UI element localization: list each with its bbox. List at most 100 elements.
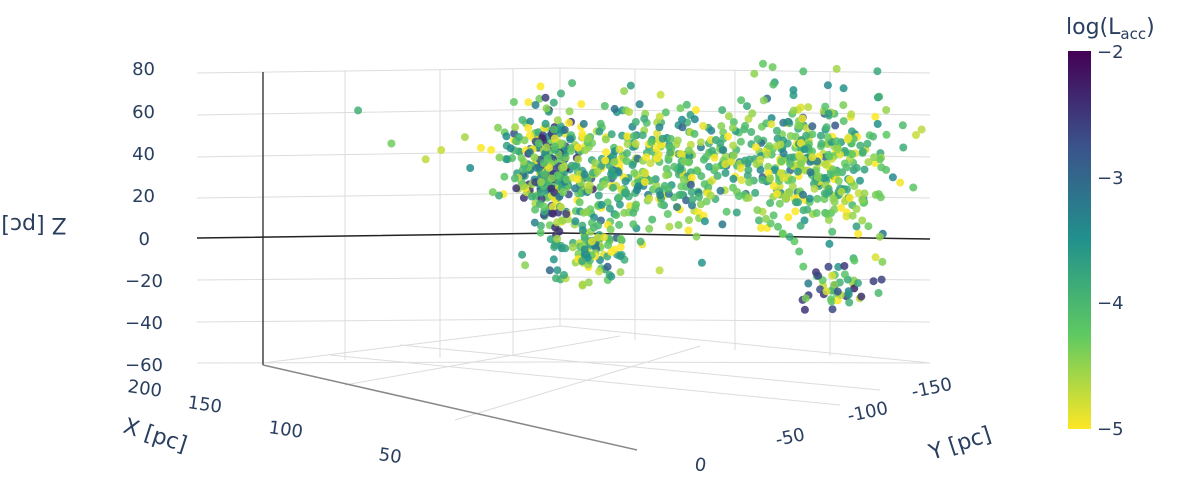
data-point bbox=[882, 130, 891, 139]
data-point bbox=[785, 232, 794, 241]
data-point bbox=[561, 244, 570, 253]
data-point bbox=[551, 142, 559, 151]
data-point bbox=[677, 182, 686, 191]
data-point bbox=[764, 162, 773, 171]
data-point bbox=[699, 121, 708, 130]
data-point bbox=[722, 207, 731, 216]
data-point bbox=[508, 154, 517, 163]
data-point bbox=[753, 135, 762, 144]
data-point bbox=[510, 174, 519, 183]
data-point bbox=[645, 194, 654, 203]
data-point bbox=[603, 198, 612, 207]
data-point bbox=[828, 271, 837, 280]
data-point bbox=[777, 157, 786, 166]
data-point bbox=[580, 170, 589, 179]
data-point bbox=[702, 197, 711, 206]
x-ticks: 200 150 100 50 0 bbox=[126, 376, 707, 476]
data-point bbox=[626, 81, 635, 90]
data-point bbox=[863, 139, 872, 148]
data-point bbox=[568, 79, 577, 88]
data-point bbox=[664, 184, 673, 193]
data-point bbox=[578, 257, 587, 266]
data-point bbox=[530, 153, 539, 162]
data-point bbox=[800, 305, 809, 314]
data-point bbox=[847, 110, 856, 119]
x-tick-label: 100 bbox=[267, 417, 304, 443]
data-point bbox=[623, 149, 631, 158]
data-point bbox=[549, 98, 558, 107]
data-point bbox=[648, 215, 657, 224]
data-point bbox=[856, 176, 864, 185]
data-point bbox=[745, 178, 754, 187]
gridline bbox=[329, 354, 841, 406]
data-point bbox=[870, 153, 878, 162]
data-point bbox=[551, 240, 559, 249]
z-tick-label: 20 bbox=[132, 186, 155, 207]
data-point bbox=[819, 174, 828, 183]
gridline bbox=[399, 344, 881, 391]
data-point bbox=[521, 261, 530, 270]
data-point bbox=[743, 102, 751, 111]
data-point bbox=[770, 166, 779, 175]
data-point bbox=[633, 186, 641, 195]
data-point bbox=[534, 139, 543, 148]
data-point bbox=[656, 191, 665, 200]
data-point bbox=[844, 290, 853, 299]
data-point bbox=[830, 205, 839, 214]
data-point bbox=[673, 136, 682, 145]
data-point bbox=[882, 106, 891, 114]
data-point bbox=[607, 130, 616, 139]
data-point bbox=[788, 182, 797, 191]
data-point bbox=[718, 220, 727, 229]
x-tick-label: 0 bbox=[693, 454, 707, 476]
data-point bbox=[748, 109, 757, 118]
data-point bbox=[857, 292, 866, 301]
data-point bbox=[518, 250, 527, 259]
data-point bbox=[593, 233, 602, 242]
data-point bbox=[684, 226, 693, 235]
gridline bbox=[262, 325, 561, 364]
data-point bbox=[615, 145, 624, 154]
data-point bbox=[610, 104, 619, 113]
data-point bbox=[755, 216, 763, 225]
data-point bbox=[784, 117, 793, 126]
data-point bbox=[560, 271, 568, 279]
data-point bbox=[548, 202, 557, 211]
data-point bbox=[793, 167, 802, 176]
data-point bbox=[621, 177, 630, 186]
data-point bbox=[595, 127, 604, 136]
data-point bbox=[708, 146, 717, 155]
data-point bbox=[803, 205, 812, 214]
data-point bbox=[828, 305, 837, 314]
data-point bbox=[640, 168, 649, 177]
data-point bbox=[757, 223, 765, 232]
data-point bbox=[808, 130, 817, 139]
data-point bbox=[663, 210, 672, 218]
data-point bbox=[751, 188, 760, 197]
data-point bbox=[775, 199, 784, 208]
data-point bbox=[537, 178, 545, 186]
data-point bbox=[699, 155, 708, 164]
data-point bbox=[524, 123, 533, 132]
colorbar-tick: −3 bbox=[1097, 168, 1124, 189]
data-point bbox=[354, 106, 363, 115]
data-point bbox=[852, 163, 861, 172]
data-point bbox=[737, 96, 746, 105]
data-point bbox=[536, 188, 545, 197]
data-point bbox=[559, 188, 568, 197]
scatter-points bbox=[354, 59, 926, 314]
data-point bbox=[806, 168, 815, 177]
data-point bbox=[801, 294, 810, 303]
gridline bbox=[196, 361, 931, 364]
data-point bbox=[917, 125, 926, 134]
data-point bbox=[799, 262, 808, 271]
data-point bbox=[762, 214, 770, 223]
colorbar-title: log(Lacc) bbox=[1066, 15, 1155, 43]
z-tick-label: −40 bbox=[125, 313, 163, 334]
data-point bbox=[786, 160, 795, 169]
data-point bbox=[533, 164, 541, 172]
data-point bbox=[822, 287, 831, 296]
data-point bbox=[567, 146, 576, 155]
data-point bbox=[540, 170, 549, 179]
data-point bbox=[601, 156, 610, 165]
